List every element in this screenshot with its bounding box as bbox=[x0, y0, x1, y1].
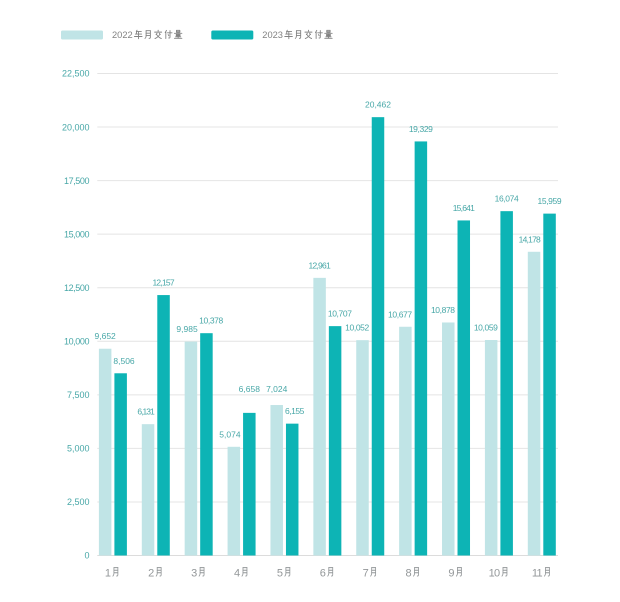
svg-text:20,462: 20,462 bbox=[365, 100, 391, 110]
svg-text:15,000: 15,000 bbox=[64, 229, 89, 239]
svg-text:6,658: 6,658 bbox=[239, 384, 261, 394]
svg-text:1: 1 bbox=[105, 567, 111, 579]
svg-text:12,961: 12,961 bbox=[309, 260, 331, 270]
svg-text:5: 5 bbox=[277, 567, 283, 579]
svg-text:10: 10 bbox=[489, 567, 500, 579]
svg-text:17,500: 17,500 bbox=[64, 176, 89, 186]
svg-text:6,155: 6,155 bbox=[285, 406, 305, 416]
svg-text:6: 6 bbox=[320, 567, 326, 579]
svg-text:10,707: 10,707 bbox=[328, 309, 352, 319]
svg-text:16,074: 16,074 bbox=[495, 194, 519, 204]
svg-text:15,641: 15,641 bbox=[453, 203, 475, 213]
svg-text:8: 8 bbox=[406, 567, 412, 579]
svg-text:10,378: 10,378 bbox=[199, 316, 223, 326]
svg-text:10,000: 10,000 bbox=[64, 336, 89, 346]
svg-text:9,652: 9,652 bbox=[95, 331, 117, 341]
svg-text:19,329: 19,329 bbox=[409, 124, 433, 134]
svg-text:22,500: 22,500 bbox=[62, 69, 90, 79]
svg-text:10,059: 10,059 bbox=[474, 323, 498, 333]
svg-text:7: 7 bbox=[363, 567, 369, 579]
svg-text:12,500: 12,500 bbox=[64, 283, 89, 293]
svg-text:10,677: 10,677 bbox=[388, 309, 412, 319]
svg-text:5,074: 5,074 bbox=[219, 429, 241, 439]
svg-text:14,178: 14,178 bbox=[519, 234, 541, 244]
svg-text:6,131: 6,131 bbox=[137, 407, 155, 417]
svg-text:4: 4 bbox=[234, 567, 240, 579]
svg-text:3: 3 bbox=[191, 567, 197, 579]
svg-text:10,878: 10,878 bbox=[431, 305, 455, 315]
svg-text:8,506: 8,506 bbox=[113, 356, 135, 366]
svg-text:0: 0 bbox=[84, 551, 89, 561]
svg-text:2022: 2022 bbox=[112, 30, 133, 40]
svg-text:5,000: 5,000 bbox=[67, 444, 90, 454]
svg-text:7,500: 7,500 bbox=[67, 390, 90, 400]
svg-text:10,052: 10,052 bbox=[345, 323, 369, 333]
svg-text:12,157: 12,157 bbox=[152, 278, 174, 288]
svg-text:2023: 2023 bbox=[262, 30, 283, 40]
svg-text:9,985: 9,985 bbox=[176, 324, 198, 334]
svg-text:9: 9 bbox=[448, 567, 454, 579]
svg-text:2,500: 2,500 bbox=[67, 497, 90, 507]
svg-text:15,959: 15,959 bbox=[538, 196, 562, 206]
svg-text:2: 2 bbox=[148, 567, 154, 579]
svg-text:20,000: 20,000 bbox=[62, 122, 90, 132]
svg-text:7,024: 7,024 bbox=[266, 384, 288, 394]
svg-text:11: 11 bbox=[532, 567, 543, 579]
